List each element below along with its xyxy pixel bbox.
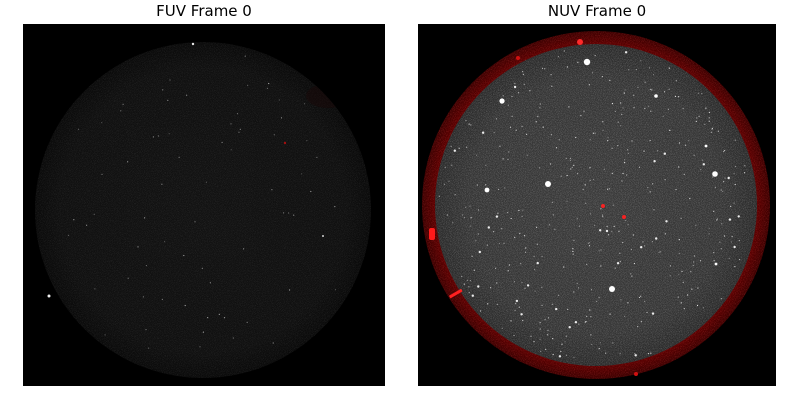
nuv-frame-title: NUV Frame 0 bbox=[547, 2, 647, 20]
nuv-frame-image bbox=[418, 24, 776, 386]
fuv-frame-title: FUV Frame 0 bbox=[156, 2, 252, 20]
fuv-frame-image bbox=[23, 24, 385, 386]
